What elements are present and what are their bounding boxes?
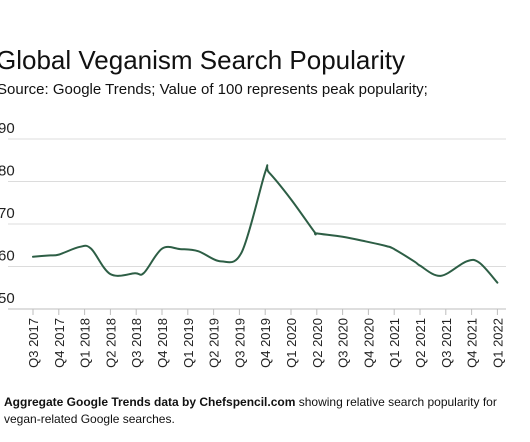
x-tick-label: Q1 2019 (181, 318, 196, 368)
y-tick-label: 80 (0, 163, 15, 180)
chart-title: Global Veganism Search Popularity (0, 45, 406, 75)
x-tick-label: Q1 2022 (490, 318, 505, 368)
x-tick-label: Q4 2021 (465, 318, 480, 368)
y-tick-label: 60 (0, 248, 15, 265)
chart-caption: Aggregate Google Trends data by Chefspen… (4, 394, 504, 428)
y-tick-label: 90 (0, 120, 15, 137)
caption-source: Aggregate Google Trends data by Chefspen… (4, 395, 296, 409)
x-tick-label: Q3 2017 (26, 318, 41, 368)
y-tick-labels: 90 80 70 60 50 (0, 120, 15, 307)
x-tick-label: Q3 2021 (439, 318, 454, 368)
x-tick-label: Q1 2021 (387, 318, 402, 368)
x-tick-label: Q4 2020 (361, 318, 376, 368)
x-tick-label: Q2 2019 (207, 318, 222, 368)
caption-text: showing relative search popularity for v… (4, 395, 497, 426)
x-tick-label: Q3 2020 (336, 318, 351, 368)
y-tick-label: 50 (0, 290, 15, 307)
x-tick-label: Q3 2018 (129, 318, 144, 368)
y-tick-label: 70 (0, 205, 15, 222)
x-tick-label: Q1 2020 (284, 318, 299, 368)
x-tick-label: Q2 2021 (413, 318, 428, 368)
x-tick-label: Q4 2018 (155, 318, 170, 368)
x-tick-labels: Q3 2017 Q4 2017 Q1 2018 Q2 2018 Q3 2018 Q4 20… (26, 309, 505, 368)
chart-subtitle: Source: Google Trends; Value of 100 repr… (0, 81, 428, 98)
series-line (32, 164, 499, 284)
x-tick-label: Q1 2018 (78, 318, 93, 368)
x-tick-label: Q3 2019 (232, 318, 247, 368)
x-tick-label: Q4 2017 (52, 318, 67, 368)
grid-lines (8, 138, 506, 310)
x-tick-label: Q4 2019 (258, 318, 273, 368)
x-tick-label: Q2 2018 (103, 318, 118, 368)
x-tick-label: Q2 2020 (310, 318, 325, 368)
series-group (32, 164, 499, 284)
